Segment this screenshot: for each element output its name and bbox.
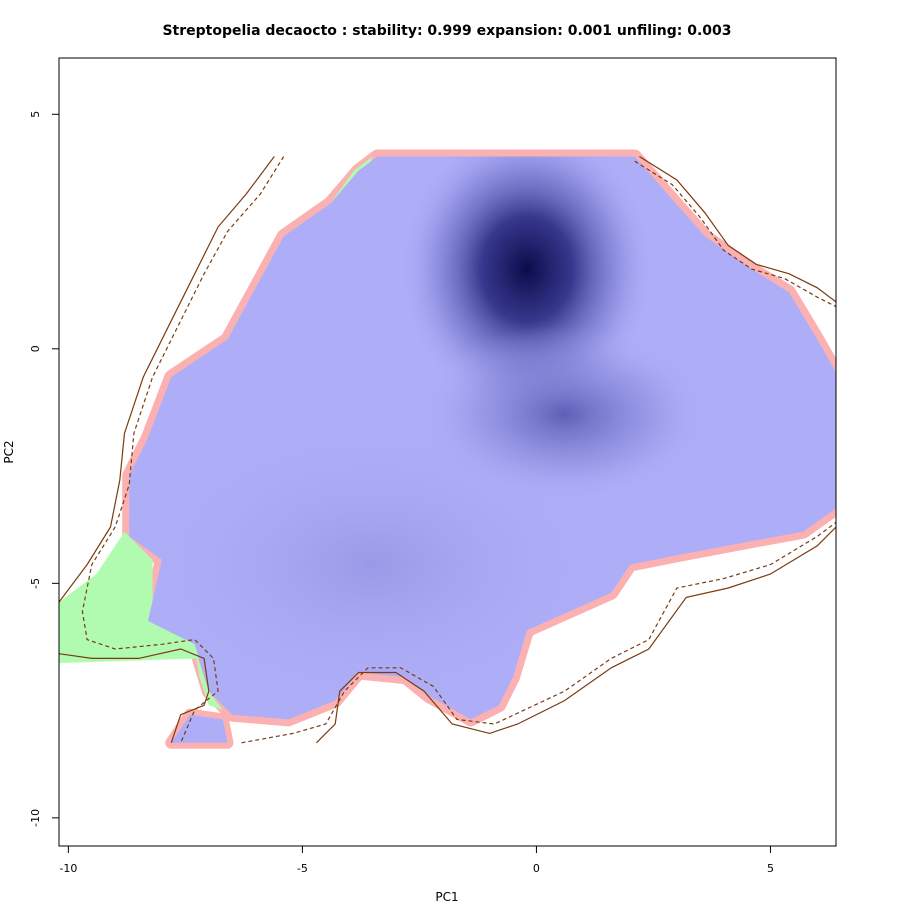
chart-title: Streptopelia decaocto : stability: 0.999… xyxy=(162,23,731,39)
solid-contour-4 xyxy=(639,155,836,303)
dashed-contour-7 xyxy=(634,160,836,308)
stability-island xyxy=(171,714,228,743)
y-axis-label: PC2 xyxy=(2,440,16,463)
y-tick-label: -5 xyxy=(29,578,42,589)
contour-layer xyxy=(59,155,836,744)
solid-contour-1 xyxy=(59,156,275,603)
y-tick-label: 5 xyxy=(29,111,42,118)
y-axis: 5 0 -5 -10 xyxy=(29,111,60,827)
y-tick-label: 0 xyxy=(29,345,42,352)
x-axis-label: PC1 xyxy=(435,890,458,904)
x-tick-label: 0 xyxy=(533,862,540,875)
density-layer xyxy=(129,156,715,720)
dashed-contour-6 xyxy=(241,521,836,744)
x-tick-label: -10 xyxy=(59,862,77,875)
plot-area xyxy=(59,149,836,749)
expansion-region-3 xyxy=(194,649,223,710)
y-tick-label: -10 xyxy=(29,809,42,827)
x-tick-label: 5 xyxy=(767,862,774,875)
x-axis: -10 -5 0 5 xyxy=(59,845,774,875)
density-peak-3 xyxy=(129,404,633,720)
dashed-contour-5 xyxy=(81,156,285,744)
x-tick-label: -5 xyxy=(297,862,308,875)
expansion-region-2 xyxy=(59,531,200,664)
solid-contour-3 xyxy=(315,526,836,744)
solid-contour-2 xyxy=(59,648,210,743)
